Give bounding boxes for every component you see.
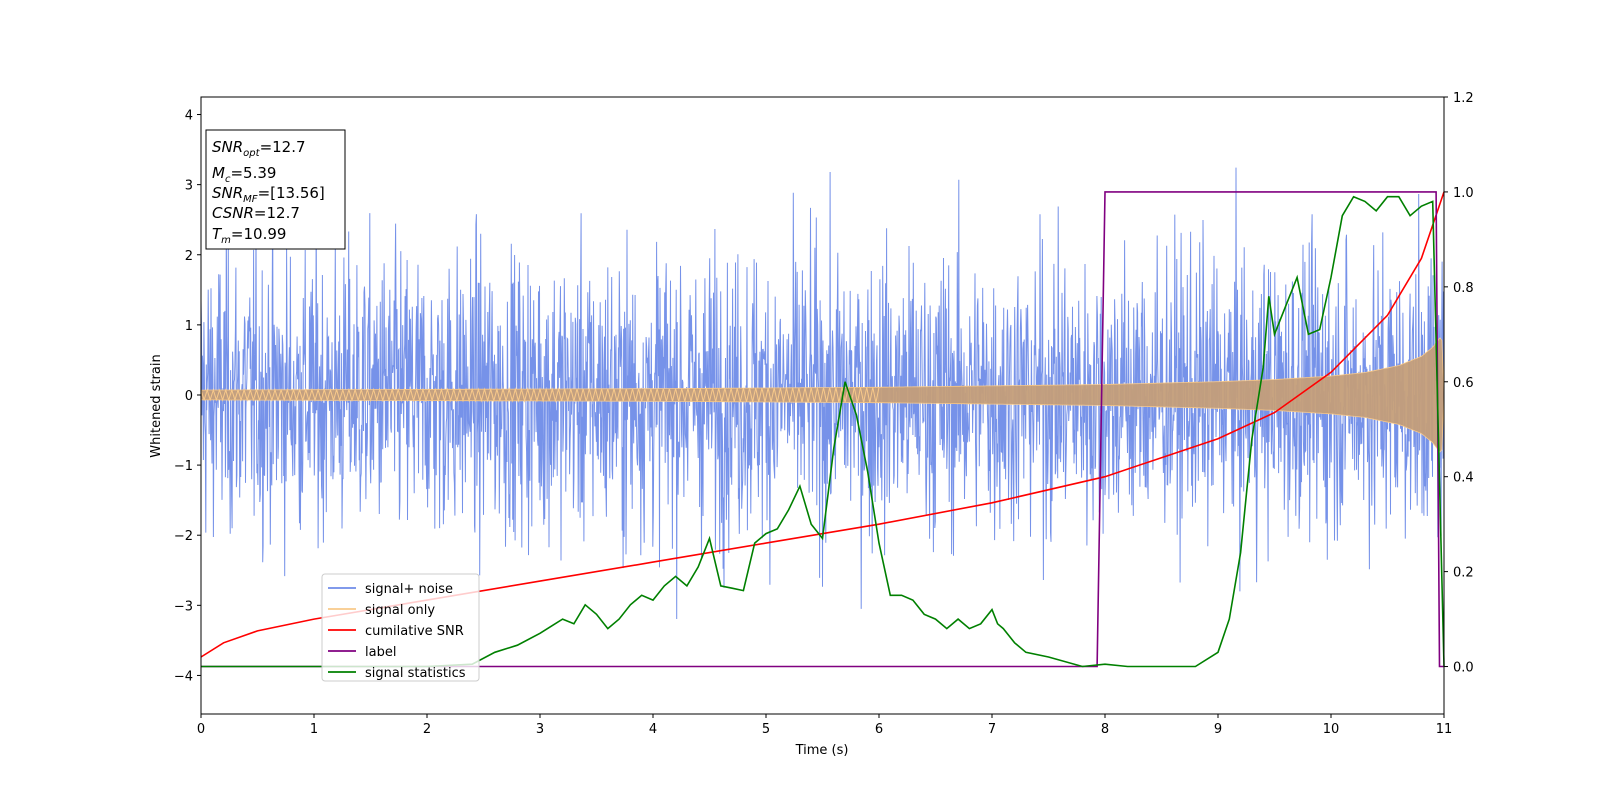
x-tick-label: 8 <box>1101 722 1109 737</box>
axes-frame <box>200 96 1445 715</box>
y-tick-label: 3 <box>185 179 193 194</box>
legend-label: signal statistics <box>365 666 466 681</box>
x-axis: 0 1 2 3 4 5 6 7 8 9 10 11 <box>197 714 1452 737</box>
y-right-tick-label: 0.4 <box>1453 471 1474 486</box>
x-tick-label: 7 <box>988 722 996 737</box>
legend-label: cumilative SNR <box>365 624 464 639</box>
legend-label: label <box>365 645 396 660</box>
y-tick-label: 1 <box>185 319 193 334</box>
x-tick-label: 0 <box>197 722 205 737</box>
y-right-tick-label: 1.2 <box>1453 91 1474 106</box>
y-tick-label: −2 <box>174 529 193 544</box>
series-signal-only-band <box>200 337 1445 453</box>
info-csnr: CSNR=12.7 <box>212 204 300 222</box>
y-axis-left: −4 −3 −2 −1 0 1 2 3 4 <box>174 109 201 684</box>
y-tick-label: −4 <box>174 669 193 684</box>
y-tick-label: 4 <box>185 109 193 124</box>
series-signal-only-line <box>200 387 880 403</box>
x-tick-label: 4 <box>649 722 657 737</box>
x-tick-label: 11 <box>1436 722 1453 737</box>
y-tick-label: −3 <box>174 599 193 614</box>
legend-frame <box>321 573 480 682</box>
y-right-tick-label: 0.2 <box>1453 566 1474 581</box>
x-tick-label: 1 <box>310 722 318 737</box>
x-tick-label: 9 <box>1214 722 1222 737</box>
info-box-frame <box>205 129 346 250</box>
series-cumilative-snr-line <box>200 191 1445 658</box>
info-snr-opt: SNRopt=12.7 <box>212 138 306 159</box>
y-axis-right: 0.0 0.2 0.4 0.6 0.8 1.0 1.2 <box>1444 91 1474 676</box>
legend-label: signal only <box>365 603 435 618</box>
y-axis-label: Whitened strain <box>149 354 164 457</box>
info-box: SNRopt=12.7 Mc=5.39 SNRMF=[13.56] CSNR=1… <box>205 129 346 250</box>
y-tick-label: 2 <box>185 249 193 264</box>
legend: signal+ noise signal only cumilative SNR la… <box>321 573 480 682</box>
legend-label: signal+ noise <box>365 582 453 597</box>
x-tick-label: 5 <box>762 722 770 737</box>
info-tm: Tm=10.99 <box>212 225 286 246</box>
y-tick-label: 0 <box>185 389 193 404</box>
plot-area <box>200 167 1445 668</box>
info-snr-mf: SNRMF=[13.56] <box>212 184 325 205</box>
x-axis-label: Time (s) <box>795 743 849 758</box>
x-tick-label: 10 <box>1323 722 1340 737</box>
x-tick-label: 6 <box>875 722 883 737</box>
series-signal-statistics-line <box>201 195 1445 668</box>
y-tick-label: −1 <box>174 459 193 474</box>
y-right-tick-label: 0.0 <box>1453 661 1474 676</box>
info-mc: Mc=5.39 <box>212 164 276 185</box>
x-tick-label: 3 <box>536 722 544 737</box>
y-right-tick-label: 0.8 <box>1453 281 1474 296</box>
y-right-tick-label: 1.0 <box>1453 186 1474 201</box>
y-right-tick-label: 0.6 <box>1453 376 1474 391</box>
x-tick-label: 2 <box>423 722 431 737</box>
series-label-line <box>201 191 1444 668</box>
